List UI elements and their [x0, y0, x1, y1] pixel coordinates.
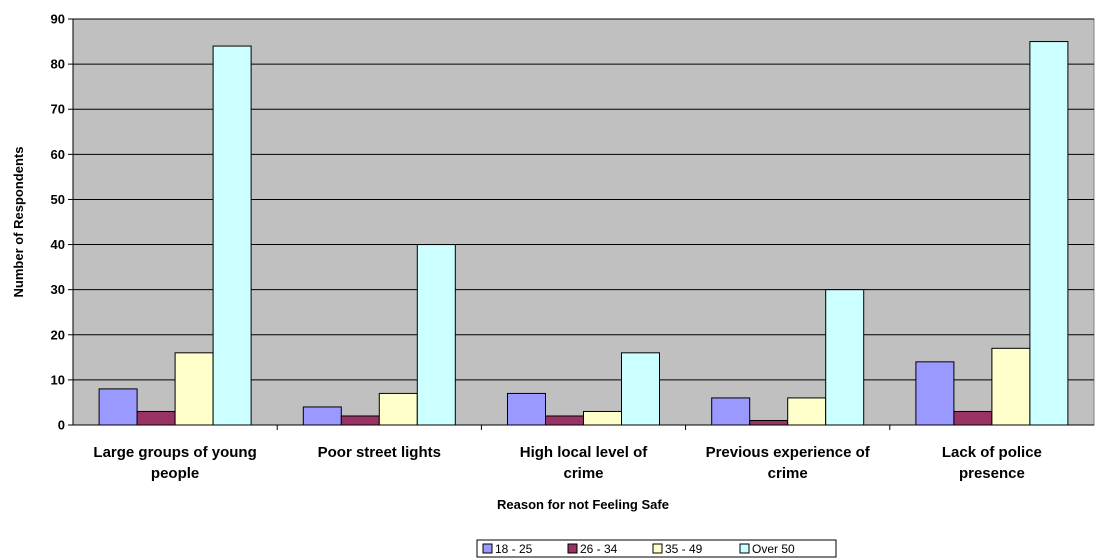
y-tick-label: 50: [51, 192, 65, 207]
legend-label: Over 50: [752, 542, 795, 556]
y-tick-label: 40: [51, 237, 65, 252]
x-tick-label: crime: [563, 465, 603, 482]
bar: [545, 415, 584, 426]
bar: [416, 244, 456, 426]
bar: [621, 352, 660, 426]
x-tick-labels: Large groups of young people Poor street l…: [93, 444, 1041, 482]
y-tick-label: 30: [51, 282, 65, 297]
bar: [1029, 41, 1069, 426]
x-tick-label: crime: [768, 465, 808, 482]
bar: [711, 397, 751, 426]
y-tick-label: 70: [51, 102, 65, 117]
x-tick-label: Previous experience of: [706, 444, 871, 461]
bar: [787, 397, 827, 426]
bars: [98, 41, 1069, 426]
legend-swatch: [652, 543, 663, 554]
y-tick-label: 10: [51, 372, 65, 387]
y-tick-label: 90: [51, 12, 65, 27]
axes: [68, 18, 1094, 430]
y-tick-labels: 0 10 20 30 40 50 60 70 80 90: [51, 12, 65, 433]
legend-label: 18 - 25: [495, 542, 533, 556]
x-tick-label: High local level of: [520, 444, 649, 461]
legend-swatch: [482, 543, 493, 554]
x-tick-label: presence: [959, 465, 1025, 482]
bar: [340, 415, 380, 426]
x-tick-label: Lack of police: [942, 444, 1042, 461]
bar: [98, 388, 138, 426]
bar: [136, 410, 176, 426]
legend-label: 26 - 34: [580, 542, 618, 556]
legend: 18 - 25 26 - 34 35 - 49 Over 50: [476, 539, 837, 558]
y-tick-label: 60: [51, 147, 65, 162]
bar: [378, 392, 418, 426]
bar: [174, 352, 214, 426]
bar: [915, 361, 955, 426]
y-tick-label: 0: [58, 418, 65, 433]
bar: [991, 347, 1031, 426]
y-tick-label: 20: [51, 327, 65, 342]
bar: [825, 289, 865, 426]
legend-swatch: [739, 543, 750, 554]
x-tick-label: people: [151, 465, 199, 482]
bar: [302, 406, 342, 426]
x-tick-label: Poor street lights: [318, 444, 441, 461]
bar: [507, 392, 546, 426]
x-axis-title: Reason for not Feeling Safe: [497, 497, 669, 512]
bar: [212, 45, 252, 426]
y-axis-title: Number of Respondents: [11, 147, 26, 298]
legend-swatch: [567, 543, 578, 554]
y-tick-label: 80: [51, 57, 65, 72]
bar: [749, 419, 789, 426]
legend-label: 35 - 49: [665, 542, 703, 556]
bar: [583, 410, 622, 426]
x-tick-label: Large groups of young: [93, 444, 256, 461]
bar: [953, 410, 993, 426]
